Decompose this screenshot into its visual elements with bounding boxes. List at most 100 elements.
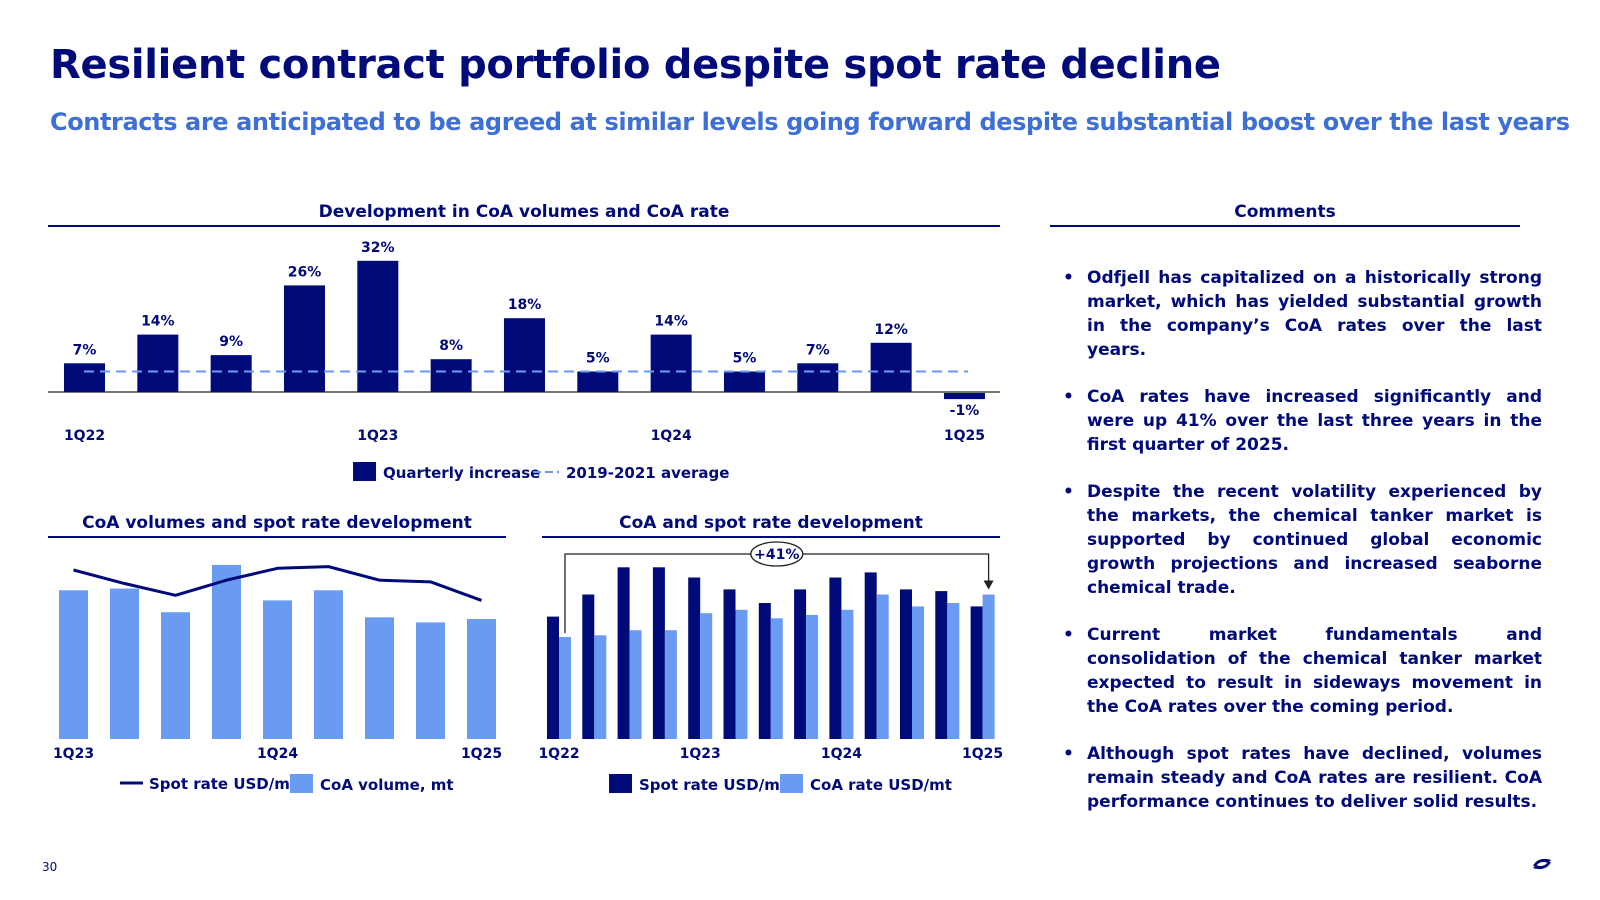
chart3-tick-label: 1Q22	[538, 746, 579, 762]
chart3-spot-bar	[582, 594, 595, 739]
chart1-rule	[48, 225, 1000, 227]
chart2-volume-bar	[314, 590, 343, 739]
chart1-tick-label: 1Q25	[944, 428, 985, 444]
chart2-tick-label: 1Q25	[461, 746, 502, 762]
chart1-data-label: 5%	[586, 351, 610, 367]
comment-item: • Odfjell has capitalized on a historical…	[1063, 266, 1542, 362]
chart1-bar	[64, 363, 105, 392]
chart3-annotation-badge	[750, 541, 804, 567]
bullet-icon: •	[1063, 387, 1074, 407]
chart2-volume-bar	[416, 622, 445, 739]
chart1-bar	[797, 363, 839, 392]
chart1-data-label: 14%	[654, 314, 688, 330]
chart1-bar	[870, 342, 912, 392]
chart3-coa-bar	[559, 637, 571, 739]
page-number: 30	[42, 860, 58, 874]
chart1-data-label: 18%	[508, 297, 542, 313]
chart2-volume-bar	[59, 590, 88, 739]
chart3-title: CoA and spot rate development	[619, 513, 923, 533]
chart3-spot-bar	[652, 567, 665, 739]
comment-item: • CoA rates have increased significantly …	[1063, 385, 1542, 457]
comments-rule	[1050, 225, 1520, 227]
chart3-coa-bar	[947, 603, 960, 739]
chart1-bar	[430, 359, 472, 392]
chart3-rule	[542, 536, 1000, 538]
chart3-coa-bar	[876, 594, 889, 739]
chart1-bar	[210, 355, 252, 392]
page-title: Resilient contract portfolio despite spo…	[50, 42, 1221, 88]
chart3-legend-spot-swatch	[609, 774, 632, 793]
chart3-coa-bar	[735, 609, 748, 739]
chart3-annotation-label: +41%	[754, 547, 799, 563]
chart3-coa-bar	[841, 609, 854, 739]
chart2-volume-bar	[161, 612, 190, 739]
chart1-data-label: 7%	[73, 342, 97, 358]
chart3-coa-bar	[912, 606, 924, 739]
comment-text: Odfjell has capitalized on a historicall…	[1087, 268, 1542, 360]
chart2-rule	[48, 536, 506, 538]
chart1-tick-label: 1Q23	[357, 428, 398, 444]
chart1-data-label: 32%	[361, 240, 395, 256]
chart1-data-label: -1%	[950, 403, 980, 419]
company-logo-icon	[1533, 858, 1551, 870]
chart2-volume-bar	[263, 600, 292, 739]
page-subtitle: Contracts are anticipated to be agreed a…	[50, 108, 1570, 136]
comment-text: Current market fundamentals and consolid…	[1087, 625, 1542, 717]
chart1-legend-bars-swatch	[353, 462, 376, 481]
chart1-bar	[723, 371, 765, 392]
chart3-legend-coa-swatch	[780, 774, 803, 793]
chart3-spot-bar	[935, 591, 948, 739]
chart2-legend-line-label: Spot rate USD/mt	[149, 775, 297, 793]
chart3-spot-bar	[617, 567, 630, 739]
chart1-bar	[357, 260, 399, 392]
chart3-coa-bar	[806, 614, 819, 739]
chart1-data-label: 26%	[288, 264, 322, 280]
chart2-title: CoA volumes and spot rate development	[82, 513, 472, 533]
chart1-bar	[503, 318, 545, 392]
bullet-icon: •	[1063, 268, 1074, 288]
chart3-spot-bar	[758, 603, 771, 739]
chart2-spot-rate-line	[73, 565, 483, 602]
chart1-bar	[577, 371, 619, 392]
chart3-annotation-arrow-icon	[983, 580, 994, 590]
chart1-bar	[137, 334, 179, 392]
chart3-spot-bar	[900, 589, 912, 739]
chart3-spot-bar	[547, 616, 559, 739]
chart3-tick-label: 1Q24	[821, 746, 862, 762]
chart1-data-label: 9%	[219, 334, 243, 350]
chart3-spot-bar	[970, 606, 983, 739]
chart3-tick-label: 1Q23	[680, 746, 721, 762]
chart1-bar	[650, 334, 692, 392]
chart3-coa-bar	[982, 594, 995, 739]
comments-list: • Odfjell has capitalized on a historical…	[1063, 266, 1542, 837]
bullet-icon: •	[1063, 744, 1074, 764]
comments-title: Comments	[1234, 202, 1336, 222]
chart1-legend-line-label: 2019-2021 average	[566, 464, 729, 482]
chart3-spot-bar	[829, 577, 842, 739]
chart3-coa-bar	[664, 630, 677, 739]
chart1-data-label: 8%	[439, 338, 463, 354]
chart1-data-label: 7%	[806, 342, 830, 358]
chart3-spot-bar	[864, 572, 877, 739]
chart3-legend-spot-label: Spot rate USD/mt	[639, 776, 787, 794]
comment-text: Despite the recent volatility experience…	[1087, 482, 1542, 598]
comment-item: • Although spot rates have declined, volu…	[1063, 742, 1542, 814]
chart1-data-label: 14%	[141, 314, 175, 330]
chart3-spot-bar	[688, 577, 701, 739]
chart2-volume-bar	[365, 617, 394, 739]
chart3-spot-bar	[723, 589, 736, 739]
chart2-legend-bars-swatch	[290, 774, 313, 793]
chart3-tick-label: 1Q25	[962, 746, 1003, 762]
chart1-bar	[283, 285, 325, 392]
chart1-data-label: 5%	[733, 351, 757, 367]
charts-canvas: 7% 14% 9% 26% 32% 8% 18% 5% 14% 5% 7% 12% -1% 1Q22 1Q2…	[48, 240, 1003, 794]
comment-text: Although spot rates have declined, volum…	[1087, 744, 1542, 812]
chart3-coa-bar	[700, 613, 713, 739]
chart1-tick-label: 1Q24	[651, 428, 692, 444]
chart3-legend-coa-label: CoA rate USD/mt	[810, 776, 952, 794]
chart3-coa-bar	[594, 635, 607, 739]
chart1-data-label: 12%	[874, 322, 908, 338]
comment-item: • Current market fundamentals and consoli…	[1063, 623, 1542, 719]
chart2-tick-label: 1Q23	[53, 746, 94, 762]
bullet-icon: •	[1063, 625, 1074, 645]
